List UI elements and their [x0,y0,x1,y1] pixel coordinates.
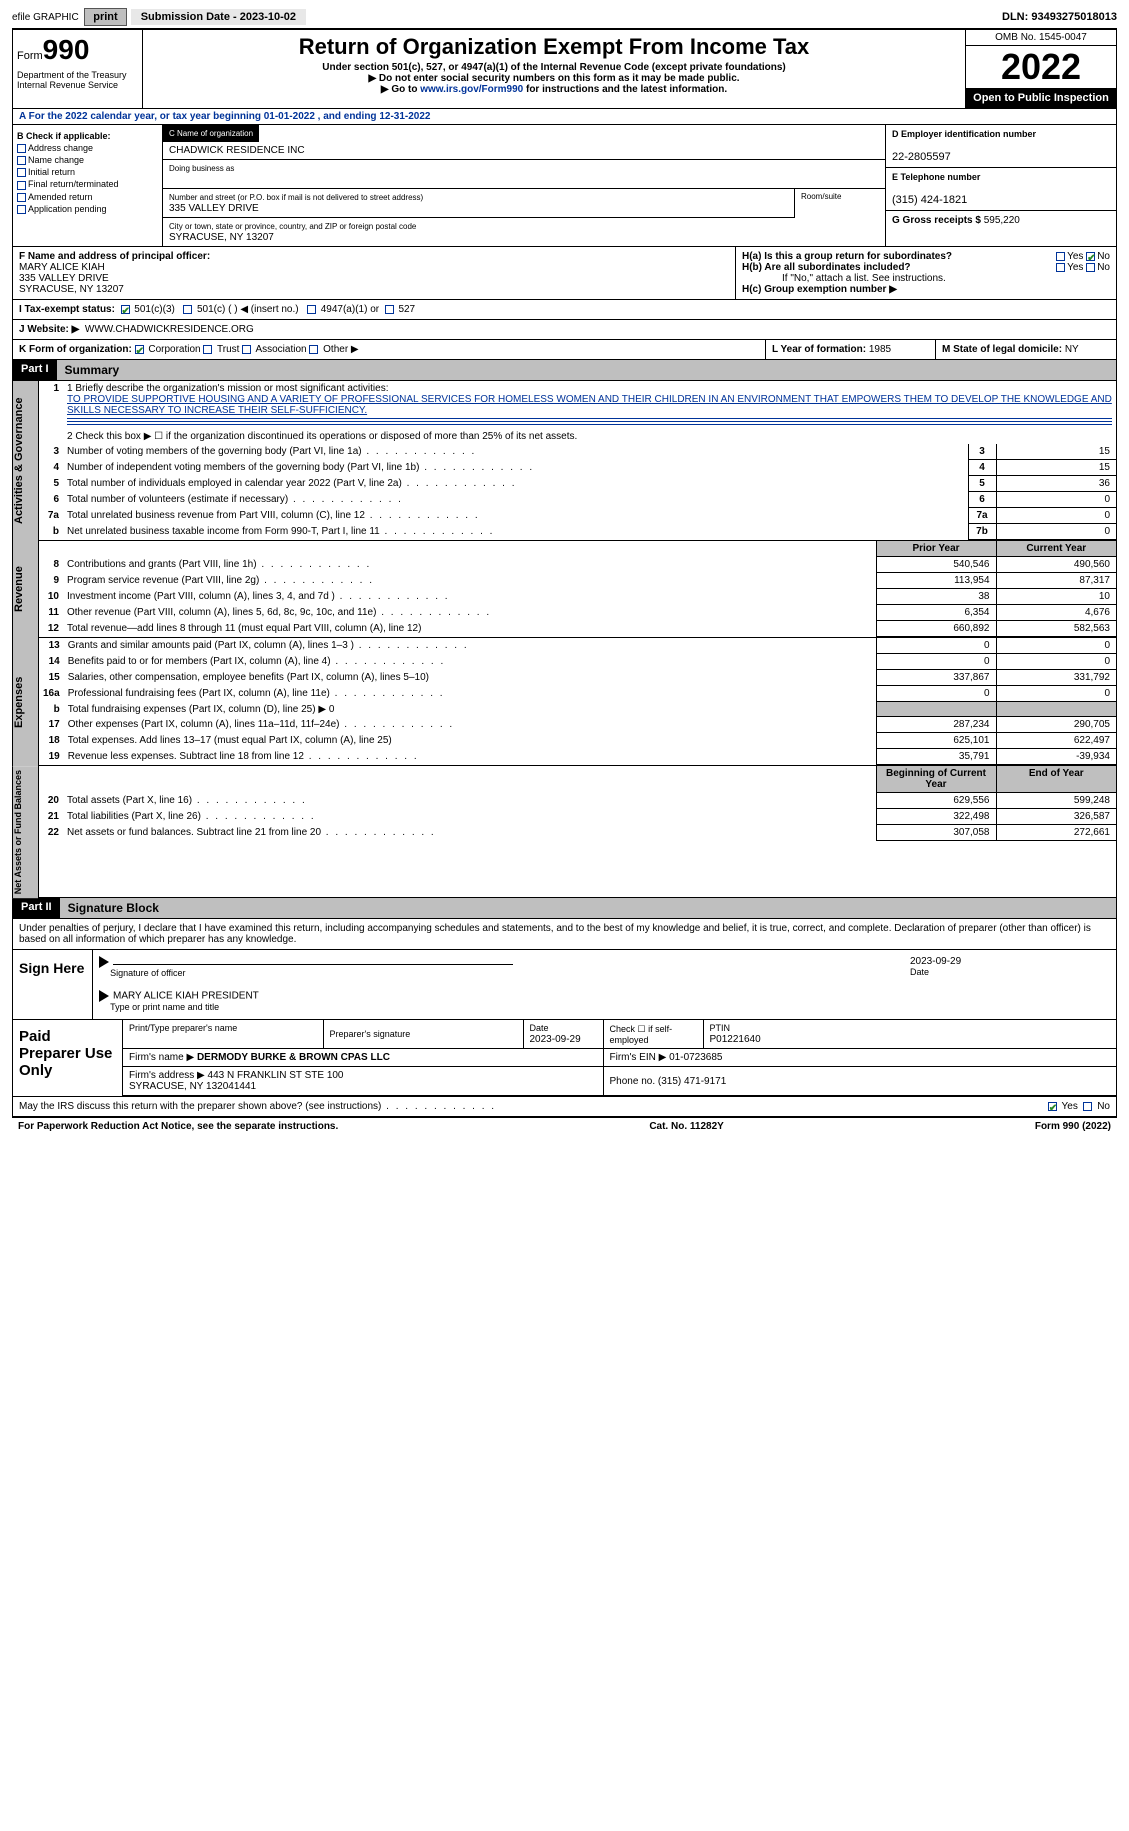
gross-receipts: 595,220 [984,215,1020,226]
subtitle-2: ▶ Do not enter social security numbers o… [147,73,961,84]
dln: DLN: 93493275018013 [1002,11,1117,23]
box-h: H(a) Is this a group return for subordin… [736,247,1116,299]
row-a: A For the 2022 calendar year, or tax yea… [12,109,1117,125]
block-fh: F Name and address of principal officer:… [12,247,1117,300]
ptin: P01221640 [710,1034,761,1045]
part2-header: Part II Signature Block [12,898,1117,919]
firm-phone: (315) 471-9171 [658,1076,726,1087]
subtitle-3: ▶ Go to www.irs.gov/Form990 for instruct… [147,84,961,95]
irs-link[interactable]: www.irs.gov/Form990 [420,84,523,95]
city: SYRACUSE, NY 13207 [169,232,274,243]
firm-name: DERMODY BURKE & BROWN CPAS LLC [197,1052,390,1063]
firm-ein: 01-0723685 [669,1052,722,1063]
row-j: J Website: ▶ WWW.CHADWICKRESIDENCE.ORG [12,320,1117,340]
open-inspection: Open to Public Inspection [966,88,1116,108]
submission-date: Submission Date - 2023-10-02 [131,9,306,25]
section-netassets: Net Assets or Fund Balances Beginning of… [12,766,1117,898]
box-c: C Name of organization CHADWICK RESIDENC… [163,125,886,246]
dept-label: Department of the Treasury Internal Reve… [17,70,138,90]
street: 335 VALLEY DRIVE [169,203,259,214]
efile-label: efile GRAPHIC [12,12,79,23]
discuss-row: May the IRS discuss this return with the… [12,1097,1117,1117]
omb-number: OMB No. 1545-0047 [966,30,1116,46]
website: WWW.CHADWICKRESIDENCE.ORG [85,324,254,335]
topbar: efile GRAPHIC print Submission Date - 20… [12,8,1117,30]
form-number: Form990 [17,34,138,66]
subtitle-1: Under section 501(c), 527, or 4947(a)(1)… [147,62,961,73]
org-name: CHADWICK RESIDENCE INC [169,145,305,156]
row-i: I Tax-exempt status: ✔ 501(c)(3) 501(c) … [12,300,1117,320]
ein: 22-2805597 [892,151,951,163]
tax-year: 2022 [966,46,1116,88]
box-b: B Check if applicable: Address change Na… [13,125,163,246]
form-header: Form990 Department of the Treasury Inter… [12,30,1117,109]
section-expenses: Expenses 13Grants and similar amounts pa… [12,638,1117,766]
part1-header: Part I Summary [12,360,1117,381]
print-button[interactable]: print [84,8,126,26]
box-deg: D Employer identification number22-28055… [886,125,1116,246]
row-klm: K Form of organization: ✔ Corporation Tr… [12,340,1117,360]
mission-text: TO PROVIDE SUPPORTIVE HOUSING AND A VARI… [67,394,1112,416]
section-activities: Activities & Governance 11 Briefly descr… [12,381,1117,541]
perjury-text: Under penalties of perjury, I declare th… [12,919,1117,950]
telephone: (315) 424-1821 [892,194,967,206]
box-f: F Name and address of principal officer:… [13,247,736,299]
signature-block: Sign Here Signature of officer2023-09-29… [12,950,1117,1020]
block-bcdeg: B Check if applicable: Address change Na… [12,125,1117,247]
section-revenue: Revenue Prior YearCurrent Year 8Contribu… [12,541,1117,638]
form-title: Return of Organization Exempt From Incom… [147,34,961,60]
officer-name: MARY ALICE KIAH PRESIDENT [113,991,259,1002]
footer: For Paperwork Reduction Act Notice, see … [12,1117,1117,1135]
paid-preparer: Paid Preparer Use Only Print/Type prepar… [12,1020,1117,1097]
